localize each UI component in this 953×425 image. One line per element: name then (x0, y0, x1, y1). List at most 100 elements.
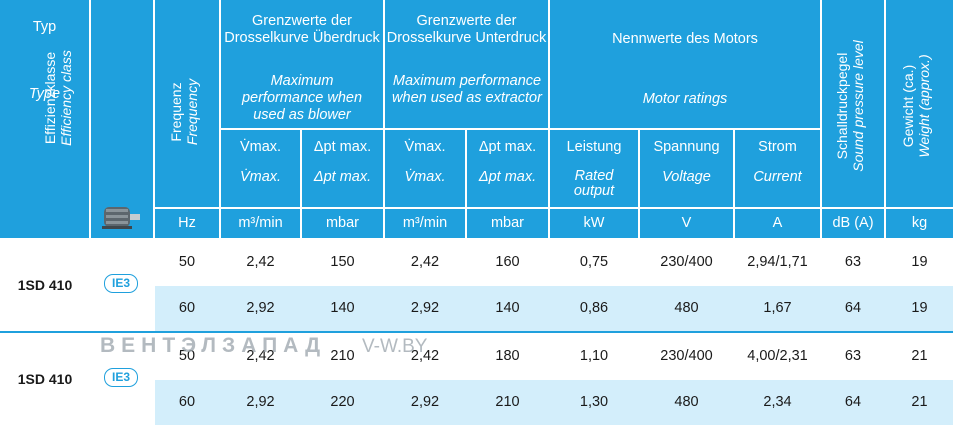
unit-cell: mbar (325, 215, 360, 231)
current-header-en: Current (753, 169, 802, 185)
extractor-title-en: Maximum performance when used as extract… (392, 73, 542, 106)
watermark-site: V-W.BY (362, 336, 428, 357)
ie3-badge: IE3 (104, 368, 138, 387)
extractor-vmax-header-en: V̇max. (404, 169, 446, 185)
table-cell: 64 (844, 394, 862, 410)
table-cell: 2,92 (246, 300, 275, 316)
table-cell: 230/400 (660, 348, 713, 364)
table-cell: 210 (495, 394, 520, 410)
table-cell: 2,42 (410, 348, 440, 364)
table-cell: 21 (911, 348, 928, 364)
table-cell: 50 (178, 254, 196, 270)
motor-icon (100, 203, 144, 231)
blower-vmax-header-en: V̇max. (239, 169, 282, 185)
table-cell: 140 (330, 300, 355, 316)
motor-title-en: Motor ratings (642, 91, 728, 107)
type-name: 1SD 410 (17, 371, 73, 387)
col-separator (884, 0, 886, 238)
table-cell: 2,42 (246, 254, 275, 270)
table-cell: 64 (844, 300, 862, 316)
table-cell: 0,75 (579, 254, 609, 270)
col-separator (733, 130, 735, 238)
efficiency-class-header: Effizienzklasse Efficiency class (42, 50, 74, 146)
table-cell: 21 (911, 394, 928, 410)
table-cell: 60 (178, 394, 196, 410)
voltage-header: Spannung (653, 139, 720, 155)
blower-dp-header-en: Δpt max. (313, 169, 372, 185)
unit-cell: m³/min (238, 215, 283, 231)
col-separator (300, 130, 302, 238)
col-separator (465, 130, 467, 238)
col-separator (219, 0, 221, 238)
table-cell: 180 (495, 348, 520, 364)
row-separator (219, 128, 820, 130)
col-separator (89, 0, 91, 238)
table-cell: 230/400 (660, 254, 713, 270)
extractor-vmax-header: V̇max. (404, 139, 446, 155)
sound-pressure-header: Schalldruckpegel Sound pressure level (834, 40, 866, 172)
table-cell: 19 (911, 254, 928, 270)
voltage-header-en: Voltage (662, 169, 711, 185)
motor-title-de: Nennwerte des Motors (612, 31, 758, 47)
unit-cell: V (681, 215, 692, 231)
table-cell: 220 (330, 394, 355, 410)
col-separator (548, 0, 550, 238)
extractor-dp-header-en: Δpt max. (478, 169, 537, 185)
table-cell: 480 (674, 300, 699, 316)
table-cell: 1,10 (579, 348, 609, 364)
table-cell: 2,92 (246, 394, 275, 410)
table-cell: 140 (495, 300, 520, 316)
frequency-header: Frequenz Frequency (168, 78, 200, 146)
row-band (155, 240, 953, 285)
table-cell: 1,67 (763, 300, 792, 316)
table-cell: 60 (178, 300, 196, 316)
power-header-en: Rated output (573, 168, 615, 199)
blower-title-de: Grenzwerte der Drosselkurve Überdruck (224, 13, 380, 46)
row-band (155, 286, 953, 331)
row-separator (155, 207, 953, 209)
unit-cell: kW (583, 215, 605, 231)
unit-cell: Hz (178, 215, 196, 231)
typ-label: Typ (32, 19, 57, 35)
table-cell: 2,92 (410, 394, 440, 410)
table-cell: 2,92 (410, 300, 440, 316)
ie3-badge: IE3 (104, 274, 138, 293)
extractor-title-de: Grenzwerte der Drosselkurve Unterdruck (386, 13, 547, 46)
unit-cell: dB (A) (832, 215, 874, 231)
blower-dp-header: Δpt max. (313, 139, 372, 155)
unit-cell: m³/min (402, 215, 448, 231)
extractor-dp-header: Δpt max. (478, 139, 537, 155)
unit-cell: mbar (490, 215, 525, 231)
table-cell: 2,34 (763, 394, 792, 410)
blower-title-en: Maximum performance when used as blower (241, 73, 363, 123)
col-separator (638, 130, 640, 238)
power-header: Leistung (566, 139, 622, 155)
col-separator (153, 0, 155, 238)
table-cell: 160 (495, 254, 520, 270)
unit-cell: A (772, 215, 783, 231)
group-divider (0, 331, 953, 333)
table-cell: 2,94/1,71 (747, 254, 808, 270)
current-header: Strom (758, 139, 797, 155)
type-label: Type (28, 86, 61, 102)
table-cell: 63 (844, 254, 862, 270)
row-band (155, 380, 953, 425)
weight-header: Gewicht (ca.) Weight (approx.) (900, 54, 932, 158)
table-cell: 19 (911, 300, 928, 316)
type-name: 1SD 410 (17, 277, 73, 293)
table-cell: 0,86 (579, 300, 609, 316)
table-cell: 50 (178, 348, 196, 364)
unit-cell: kg (911, 215, 928, 231)
table-cell: 2,42 (410, 254, 440, 270)
header-background (0, 0, 953, 238)
row-band (155, 334, 953, 379)
watermark-brand: ВЕНТЭЛЗАПАД (100, 334, 327, 357)
table-cell: 1,30 (579, 394, 609, 410)
table-cell: 2,42 (246, 348, 275, 364)
table-cell: 210 (330, 348, 355, 364)
table-cell: 150 (330, 254, 355, 270)
table-cell: 480 (674, 394, 699, 410)
blower-vmax-header: V̇max. (239, 139, 282, 155)
table-cell: 4,00/2,31 (747, 348, 808, 364)
col-separator (383, 0, 385, 238)
